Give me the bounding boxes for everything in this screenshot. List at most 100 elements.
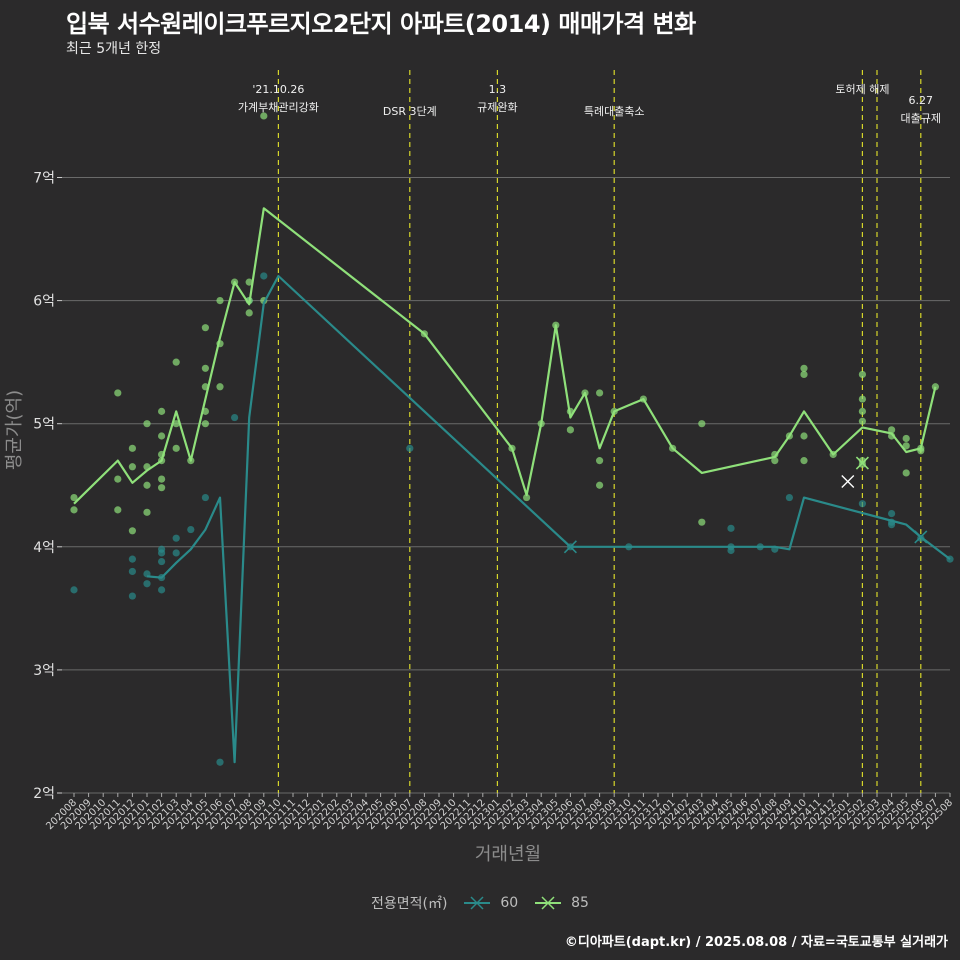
data-point-85 <box>800 457 808 465</box>
data-point-85 <box>216 383 224 391</box>
data-point-85 <box>216 297 224 305</box>
scatter-points <box>70 112 954 766</box>
data-point-85 <box>128 444 136 452</box>
data-point-85 <box>245 278 253 286</box>
grid-lines <box>62 177 950 794</box>
cross-marker-60 <box>914 530 928 544</box>
data-point-60 <box>858 500 867 508</box>
policy-lines <box>277 70 922 793</box>
data-point-60 <box>128 592 136 600</box>
series-lines <box>73 207 951 764</box>
policy-annotation: DSR 3단계 <box>383 105 437 118</box>
data-point-60 <box>727 546 735 555</box>
legend-key-85 <box>533 893 563 913</box>
policy-annotation: 토허제 해제 <box>835 82 889 96</box>
data-point-85 <box>800 364 808 372</box>
y-tick-label: 6억 <box>33 294 55 310</box>
data-point-85 <box>143 481 151 489</box>
legend: 전용면적(㎡) 60 85 <box>0 893 960 913</box>
data-point-85 <box>158 484 166 492</box>
series-line-60 <box>146 274 951 764</box>
data-point-85 <box>158 475 166 483</box>
data-point-85 <box>201 324 209 332</box>
cross-marker-60 <box>563 540 577 554</box>
data-point-85 <box>888 426 896 434</box>
series-line-85 <box>73 207 937 505</box>
y-tick-labels: 2억 3억 4억 5억 6억 7억 <box>33 171 62 802</box>
data-point-60 <box>128 567 136 576</box>
data-point-85 <box>858 460 867 468</box>
data-point-60 <box>187 525 195 534</box>
policy-annotation: 6.27 <box>909 94 934 107</box>
data-point-60 <box>128 555 136 563</box>
data-point-60 <box>158 586 166 594</box>
data-point-85 <box>698 518 706 526</box>
data-point-85 <box>698 420 706 428</box>
legend-title: 전용면적(㎡) <box>371 896 448 912</box>
policy-annotation: 대출규제 <box>901 112 941 125</box>
data-point-85 <box>858 370 867 379</box>
data-point-85 <box>596 481 604 489</box>
data-point-60 <box>260 272 268 280</box>
data-point-60 <box>406 444 414 452</box>
data-point-85 <box>800 370 808 379</box>
data-point-85 <box>201 364 209 372</box>
x-axis-label: 거래년월 <box>475 844 541 865</box>
data-point-85 <box>172 444 180 452</box>
data-point-60 <box>201 493 209 502</box>
data-point-85 <box>158 407 166 415</box>
policy-annotation: 특례대출축소 <box>584 105 645 118</box>
data-point-85 <box>596 389 604 397</box>
y-tick-label: 7억 <box>33 171 55 187</box>
data-point-85 <box>596 457 604 465</box>
data-point-85 <box>260 112 268 120</box>
data-point-85 <box>172 358 180 366</box>
data-point-85 <box>114 389 122 397</box>
data-point-60 <box>172 549 180 557</box>
policy-annotations: '21.10.26 가계부채관리강화 DSR 3단계 1.3 규제완화 특례대출축소 토허제… <box>238 82 941 125</box>
legend-label-85: 85 <box>571 895 589 911</box>
cross-marker <box>841 475 855 489</box>
data-point-85 <box>902 442 910 450</box>
y-tick-label: 4억 <box>33 540 55 556</box>
data-point-60 <box>888 521 896 529</box>
policy-annotation: 규제완화 <box>477 101 517 114</box>
data-point-85 <box>902 469 910 477</box>
policy-annotation: 가계부채관리강화 <box>238 101 319 114</box>
cross-marker-85 <box>855 456 869 470</box>
policy-annotation: '21.10.26 <box>252 83 304 96</box>
data-point-60 <box>172 534 180 542</box>
data-point-85 <box>902 434 910 443</box>
data-point-85 <box>70 493 78 502</box>
data-point-85 <box>245 309 253 317</box>
data-point-85 <box>931 383 940 391</box>
source-footer: ©디아파트(dapt.kr) / 2025.08.08 / 자료=국토교통부 실… <box>564 935 948 950</box>
policy-annotation: 1.3 <box>489 83 507 96</box>
data-point-85 <box>858 395 867 403</box>
cross-markers <box>563 456 928 554</box>
data-point-60 <box>70 586 78 594</box>
data-point-60 <box>785 493 794 502</box>
data-point-85 <box>523 493 531 502</box>
y-axis-label: 평균가(억) <box>4 390 25 470</box>
data-point-85 <box>143 508 151 516</box>
data-point-85 <box>114 475 122 483</box>
data-point-85 <box>800 432 808 440</box>
data-point-60 <box>727 524 735 532</box>
data-point-85 <box>172 420 180 428</box>
data-point-85 <box>858 407 867 415</box>
y-tick-label: 2억 <box>33 786 55 802</box>
data-point-60 <box>158 549 166 557</box>
data-point-60 <box>888 509 896 518</box>
data-point-60 <box>231 413 239 422</box>
y-tick-label: 5억 <box>33 417 55 433</box>
chart-title: 입북 서수원레이크푸르지오2단지 아파트(2014) 매매가격 변화 <box>66 10 696 38</box>
data-point-85 <box>158 432 166 440</box>
data-point-60 <box>216 758 224 766</box>
chart-subtitle: 최근 5개년 한정 <box>66 41 162 57</box>
data-point-85 <box>128 463 136 471</box>
data-point-85 <box>114 506 122 514</box>
x-tick-labels: 2020082020092020102020112020122021012021… <box>44 793 955 832</box>
legend-key-60 <box>462 893 492 913</box>
